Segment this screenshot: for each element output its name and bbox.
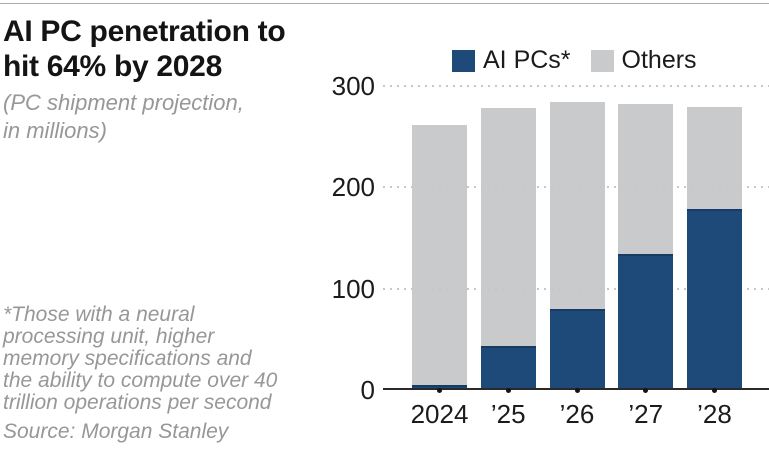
bar-27 — [618, 104, 674, 390]
x-tick-label-28: ’28 — [697, 399, 732, 429]
bar-2024 — [412, 124, 467, 390]
segment-others-25 — [480, 108, 536, 347]
x-tick-label-25: ’25 — [490, 399, 526, 429]
x-tick-dot-28 — [712, 388, 717, 393]
footnote-line: memory specifications and — [3, 347, 252, 370]
gridline-200 — [383, 186, 769, 189]
x-tick-label-27: ’27 — [628, 399, 664, 429]
footnote-line: the ability to compute over 40 — [3, 369, 278, 392]
y-tick-label-0: 0 — [360, 375, 375, 405]
subtitle-line-2: in millions) — [3, 118, 107, 143]
segment-ai-pcs-26 — [549, 308, 605, 390]
segment-ai-pcs-2024 — [412, 384, 467, 390]
segment-ai-pcs-25 — [480, 346, 536, 390]
segment-others-26 — [549, 102, 605, 309]
segment-others-2024 — [412, 124, 467, 385]
x-tick-dot-25 — [505, 388, 511, 393]
top-divider — [0, 3, 769, 4]
footnote-line: processing unit, higher — [3, 325, 215, 348]
title-line-2: hit 64% by 2028 — [3, 50, 222, 83]
gridline-100 — [383, 287, 769, 290]
x-tick-dot-26 — [574, 388, 580, 393]
legend-swatch-others — [590, 49, 614, 72]
legend-swatch-ai-pcs — [452, 49, 475, 72]
footnote: *Those with a neural processing unit, hi… — [3, 304, 333, 443]
subtitle-line-1: (PC shipment projection, — [3, 90, 244, 115]
footnote-line: *Those with a neural — [3, 303, 195, 326]
text-panel: AI PC penetration to hit 64% by 2028 (PC… — [3, 14, 333, 145]
title-line-1: AI PC penetration to — [3, 15, 286, 48]
bar-28 — [687, 107, 742, 390]
y-tick-label-100: 100 — [331, 273, 375, 304]
x-tick-label-26: ’26 — [559, 399, 595, 429]
legend-item-others: Others — [590, 46, 697, 75]
segment-others-27 — [618, 104, 674, 255]
legend: AI PCs* Others — [452, 46, 697, 75]
chart-subtitle: (PC shipment projection, in millions) — [3, 89, 333, 145]
footnote-line: trillion operations per second — [3, 391, 272, 414]
bar-26 — [549, 102, 605, 390]
gridline-300 — [383, 85, 769, 87]
source-credit: Source: Morgan Stanley — [3, 420, 229, 443]
x-tick-label-2024: 2024 — [410, 399, 469, 429]
segment-ai-pcs-27 — [618, 254, 674, 390]
legend-label-ai-pcs: AI PCs* — [483, 46, 571, 74]
segment-others-28 — [687, 107, 742, 209]
legend-label-others: Others — [621, 46, 697, 74]
y-tick-label-200: 200 — [331, 172, 375, 203]
plot-area — [383, 85, 769, 390]
y-tick-label-300: 300 — [331, 71, 375, 101]
x-tick-dot-2024 — [437, 388, 442, 393]
legend-item-ai-pcs: AI PCs* — [452, 46, 571, 75]
segment-ai-pcs-28 — [687, 208, 742, 390]
bar-25 — [480, 108, 536, 390]
page-title: AI PC penetration to hit 64% by 2028 — [3, 14, 333, 84]
x-tick-dot-27 — [643, 388, 649, 393]
